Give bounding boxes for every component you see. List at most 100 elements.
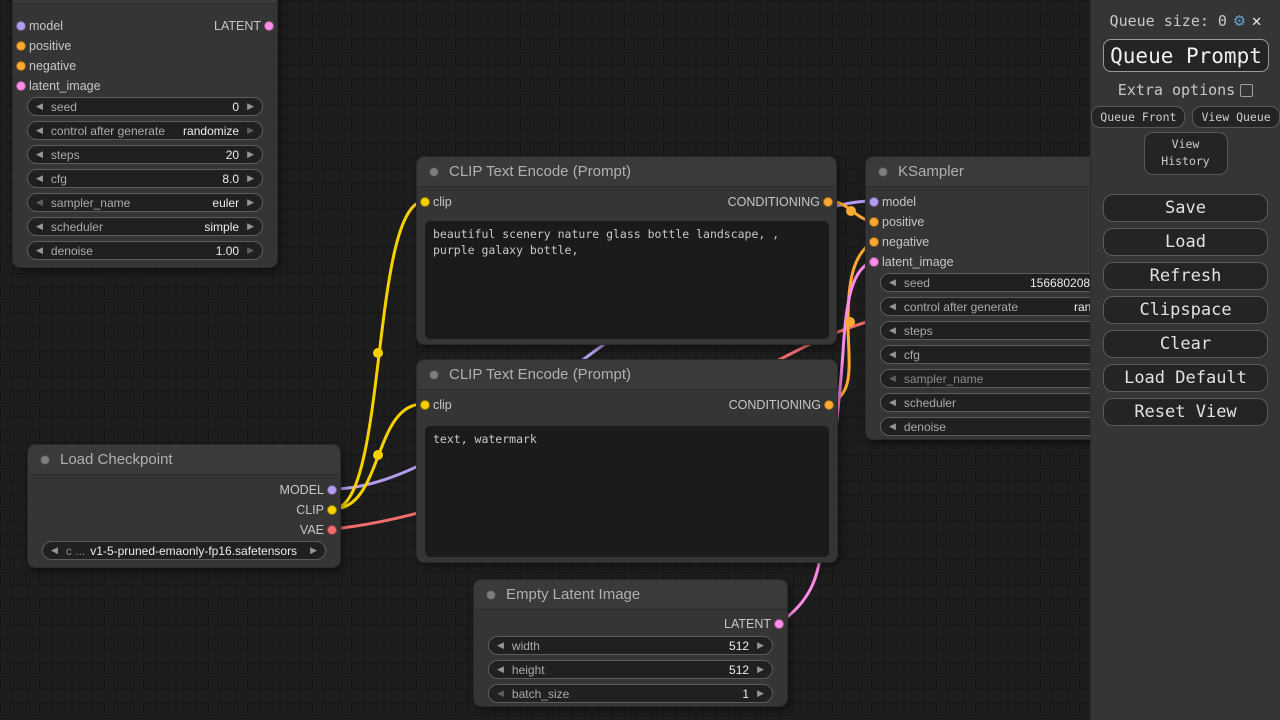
- prompt-textarea[interactable]: text, watermark: [425, 426, 829, 557]
- output-conditioning[interactable]: CONDITIONING: [729, 395, 837, 415]
- input-positive[interactable]: positive: [13, 36, 71, 56]
- widget-sampler-name[interactable]: ◀ sampler_name: [880, 369, 1130, 388]
- input-model[interactable]: model: [13, 16, 63, 36]
- node-clip-text-encode-negative[interactable]: CLIP Text Encode (Prompt) clip CONDITION…: [416, 359, 838, 563]
- node-title-bar[interactable]: CLIP Text Encode (Prompt): [417, 360, 837, 390]
- arrow-left-icon[interactable]: ◀: [497, 640, 504, 650]
- widget-steps[interactable]: ◀ steps 20 ▶: [27, 145, 263, 164]
- collapse-dot-icon[interactable]: [486, 589, 496, 600]
- latent-port-icon[interactable]: [869, 257, 879, 267]
- arrow-left-icon[interactable]: ◀: [497, 664, 504, 674]
- widget-scheduler[interactable]: ◀ scheduler simple ▶: [27, 217, 263, 236]
- extra-options-checkbox[interactable]: [1240, 83, 1254, 97]
- widget-denoise[interactable]: ◀ denoise: [880, 417, 1130, 436]
- output-latent[interactable]: LATENT: [724, 614, 787, 634]
- arrow-left-icon[interactable]: ◀: [36, 173, 43, 183]
- latent-port-icon[interactable]: [16, 81, 26, 91]
- arrow-left-icon[interactable]: ◀: [51, 545, 58, 555]
- output-model[interactable]: MODEL: [280, 480, 340, 500]
- widget-seed[interactable]: ◀ seed 1566802087: [880, 273, 1130, 292]
- conditioning-port-icon[interactable]: [16, 61, 26, 71]
- widget-width[interactable]: ◀ width 512 ▶: [488, 636, 773, 655]
- output-vae[interactable]: VAE: [300, 520, 340, 540]
- collapse-dot-icon[interactable]: [429, 166, 439, 177]
- widget-denoise[interactable]: ◀ denoise 1.00 ▶: [27, 241, 263, 260]
- widget-batch-size[interactable]: ◀ batch_size 1 ▶: [488, 684, 773, 703]
- arrow-right-icon[interactable]: ▶: [757, 688, 764, 698]
- output-latent[interactable]: LATENT: [214, 16, 277, 36]
- widget-sampler-name[interactable]: ◀ sampler_name euler ▶: [27, 193, 263, 212]
- arrow-right-icon[interactable]: ▶: [247, 101, 254, 111]
- output-clip[interactable]: CLIP: [296, 500, 340, 520]
- arrow-left-icon[interactable]: ◀: [36, 245, 43, 255]
- arrow-right-icon[interactable]: ▶: [247, 245, 254, 255]
- conditioning-port-icon[interactable]: [824, 400, 834, 410]
- vae-port-icon[interactable]: [327, 525, 337, 535]
- latent-port-icon[interactable]: [264, 21, 274, 31]
- model-port-icon[interactable]: [869, 197, 879, 207]
- gear-icon[interactable]: ⚙: [1233, 9, 1245, 31]
- arrow-left-icon[interactable]: ◀: [889, 373, 896, 383]
- arrow-left-icon[interactable]: ◀: [889, 397, 896, 407]
- queue-front-button[interactable]: Queue Front: [1091, 106, 1186, 128]
- widget-steps[interactable]: ◀ steps: [880, 321, 1130, 340]
- input-latent-image[interactable]: latent_image: [13, 76, 101, 96]
- arrow-left-icon[interactable]: ◀: [36, 149, 43, 159]
- arrow-left-icon[interactable]: ◀: [889, 421, 896, 431]
- arrow-left-icon[interactable]: ◀: [36, 197, 43, 207]
- arrow-left-icon[interactable]: ◀: [889, 325, 896, 335]
- conditioning-port-icon[interactable]: [869, 237, 879, 247]
- latent-port-icon[interactable]: [774, 619, 784, 629]
- arrow-left-icon[interactable]: ◀: [36, 221, 43, 231]
- clip-port-icon[interactable]: [420, 400, 430, 410]
- conditioning-port-icon[interactable]: [823, 197, 833, 207]
- arrow-right-icon[interactable]: ▶: [757, 664, 764, 674]
- clipspace-button[interactable]: Clipspace: [1103, 295, 1268, 324]
- clip-port-icon[interactable]: [327, 505, 337, 515]
- model-port-icon[interactable]: [327, 485, 337, 495]
- input-negative[interactable]: negative: [866, 232, 929, 252]
- arrow-right-icon[interactable]: ▶: [757, 640, 764, 650]
- widget-control-after-generate[interactable]: ◀ control after generate randomize ▶: [27, 121, 263, 140]
- clip-port-icon[interactable]: [420, 197, 430, 207]
- node-load-checkpoint[interactable]: Load Checkpoint MODEL CLIP VAE ◀ c ... v1-…: [27, 444, 341, 568]
- node-ksampler-left[interactable]: KSampler model positive negative latent_…: [12, 0, 278, 268]
- widget-cfg[interactable]: ◀ cfg 8.0 ▶: [27, 169, 263, 188]
- node-title-bar[interactable]: Empty Latent Image: [474, 580, 787, 610]
- arrow-right-icon[interactable]: ▶: [247, 149, 254, 159]
- arrow-left-icon[interactable]: ◀: [36, 125, 43, 135]
- input-positive[interactable]: positive: [866, 212, 924, 232]
- input-model[interactable]: model: [866, 192, 916, 212]
- node-clip-text-encode-positive[interactable]: CLIP Text Encode (Prompt) clip CONDITION…: [416, 156, 837, 345]
- close-icon[interactable]: ✕: [1251, 11, 1262, 30]
- model-port-icon[interactable]: [16, 21, 26, 31]
- arrow-left-icon[interactable]: ◀: [889, 349, 896, 359]
- widget-cfg[interactable]: ◀ cfg: [880, 345, 1130, 364]
- widget-height[interactable]: ◀ height 512 ▶: [488, 660, 773, 679]
- collapse-dot-icon[interactable]: [429, 369, 439, 380]
- queue-prompt-button[interactable]: Queue Prompt: [1103, 39, 1269, 72]
- reset-view-button[interactable]: Reset View: [1103, 397, 1268, 426]
- arrow-right-icon[interactable]: ▶: [247, 221, 254, 231]
- refresh-button[interactable]: Refresh: [1103, 261, 1268, 290]
- input-clip[interactable]: clip: [417, 192, 452, 212]
- arrow-right-icon[interactable]: ▶: [247, 173, 254, 183]
- view-queue-button[interactable]: View Queue: [1192, 106, 1280, 128]
- widget-ckpt-name[interactable]: ◀ c ... v1-5-pruned-emaonly-fp16.safetenso…: [42, 541, 326, 560]
- arrow-right-icon[interactable]: ▶: [310, 545, 317, 555]
- node-title-bar[interactable]: CLIP Text Encode (Prompt): [417, 157, 836, 187]
- arrow-right-icon[interactable]: ▶: [247, 125, 254, 135]
- save-button[interactable]: Save: [1103, 193, 1268, 222]
- collapse-dot-icon[interactable]: [878, 166, 888, 177]
- load-default-button[interactable]: Load Default: [1103, 363, 1268, 392]
- node-title-bar[interactable]: KSampler: [13, 0, 277, 4]
- arrow-left-icon[interactable]: ◀: [889, 301, 896, 311]
- input-negative[interactable]: negative: [13, 56, 76, 76]
- conditioning-port-icon[interactable]: [869, 217, 879, 227]
- widget-scheduler[interactable]: ◀ scheduler: [880, 393, 1130, 412]
- view-history-button[interactable]: View History: [1143, 132, 1228, 175]
- arrow-left-icon[interactable]: ◀: [497, 688, 504, 698]
- output-conditioning[interactable]: CONDITIONING: [728, 192, 836, 212]
- arrow-left-icon[interactable]: ◀: [36, 101, 43, 111]
